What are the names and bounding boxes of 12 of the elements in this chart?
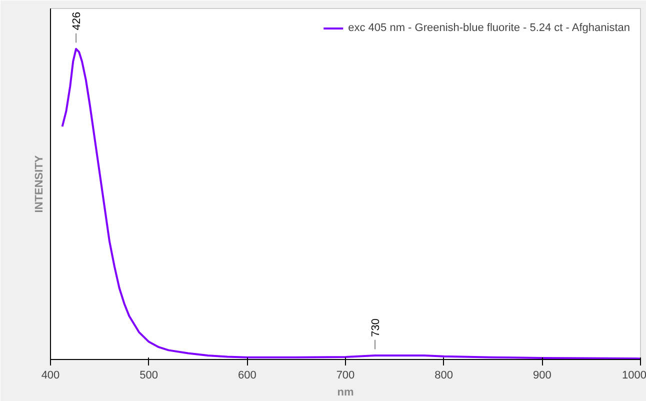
x-tick-label: 1000 [622, 370, 646, 382]
legend-label: exc 405 nm - Greenish-blue fluorite - 5.24 ct - Afghanistan [348, 22, 630, 34]
x-tick-label: 400 [41, 370, 60, 382]
x-axis-title: nm [337, 386, 354, 398]
x-tick-label: 600 [238, 370, 256, 382]
x-tick-label: 500 [140, 370, 158, 382]
x-tick-label: 700 [336, 370, 355, 382]
annotation: 426 [71, 12, 84, 30]
annotation: 730 [370, 318, 382, 337]
y-axis-title: INTENSITY [34, 154, 46, 213]
x-tick-label: 800 [434, 370, 454, 382]
x-tick-label: 900 [532, 370, 552, 382]
